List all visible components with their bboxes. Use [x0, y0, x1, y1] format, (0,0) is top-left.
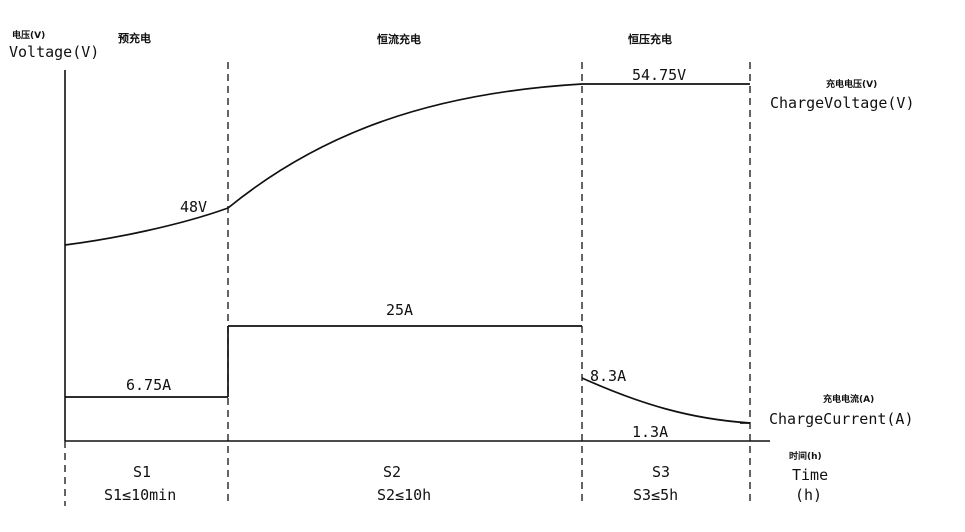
voltage-curve-prephase: [64, 207, 229, 246]
label-48v: 48V: [180, 198, 207, 216]
label-54-75v: 54.75V: [632, 66, 686, 84]
phase-title-constant-current: 恒流充电: [377, 32, 421, 46]
top-labels: 电压(V) Voltage(V) 预充电 恒流充电 恒压充电: [9, 29, 672, 61]
charge-voltage-english-label: ChargeVoltage(V): [770, 94, 915, 112]
stage-s2-limit: S2≤10h: [377, 486, 431, 504]
axes: [64, 70, 770, 442]
label-25a: 25A: [386, 301, 413, 319]
charge-current-chinese-label: 充电电流(A): [823, 393, 874, 405]
stage-labels: S1 S1≤10min S2 S2≤10h S3 S3≤5h: [104, 463, 678, 504]
phase-title-prephase: 预充电: [118, 31, 151, 45]
current-curve-taper: [581, 377, 751, 424]
phase-dividers: [64, 62, 751, 506]
time-english-label: Time: [792, 466, 828, 484]
voltage-curve-constant-current: [227, 83, 583, 209]
label-8-3a: 8.3A: [590, 367, 626, 385]
charge-current-english-label: ChargeCurrent(A): [769, 410, 914, 428]
label-1-3a: 1.3A: [632, 423, 668, 441]
voltage-axis-chinese-label: 电压(V): [12, 29, 45, 41]
stage-s3: S3: [652, 463, 670, 481]
time-chinese-label: 时间(h): [789, 450, 822, 462]
value-labels: 48V 54.75V 6.75A 25A 8.3A 1.3A: [126, 66, 686, 441]
voltage-axis-english-label: Voltage(V): [9, 43, 99, 61]
phase-title-constant-voltage: 恒压充电: [628, 32, 672, 46]
stage-s1: S1: [133, 463, 151, 481]
stage-s1-limit: S1≤10min: [104, 486, 176, 504]
charge-voltage-chinese-label: 充电电压(V): [826, 78, 877, 90]
stage-s3-limit: S3≤5h: [633, 486, 678, 504]
label-6-75a: 6.75A: [126, 376, 171, 394]
voltage-curve-group: [64, 83, 750, 246]
time-unit-label: (h): [795, 486, 822, 504]
right-labels: 充电电压(V) ChargeVoltage(V) 充电电流(A) ChargeC…: [769, 78, 915, 504]
current-curve-group: [65, 325, 751, 424]
stage-s2: S2: [383, 463, 401, 481]
